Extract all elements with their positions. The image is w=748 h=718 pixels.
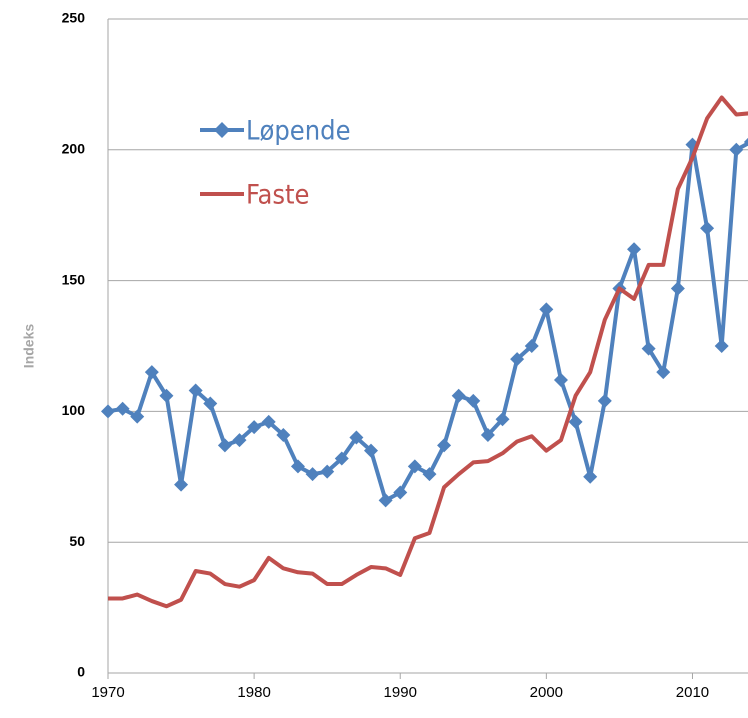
marker xyxy=(466,393,481,408)
marker xyxy=(700,221,715,236)
marker xyxy=(583,469,598,484)
x-tick-label: 1970 xyxy=(91,684,124,701)
axes: 0 50 100 150 200 250 1970 1980 1990 2000 2010 xyxy=(62,10,748,701)
legend-label: Faste xyxy=(246,180,310,211)
marker xyxy=(670,281,685,296)
marker xyxy=(524,339,539,353)
marker xyxy=(641,341,656,356)
y-tick-label: 200 xyxy=(62,141,86,157)
legend: Løpende Faste xyxy=(200,116,351,211)
y-axis-label: Indeks xyxy=(21,324,37,369)
legend-label: Løpende xyxy=(246,116,351,147)
x-tick-label: 1980 xyxy=(237,684,270,701)
marker xyxy=(378,493,393,508)
marker xyxy=(568,414,583,429)
marker xyxy=(407,459,422,474)
x-tick-label: 2010 xyxy=(676,684,709,701)
marker xyxy=(393,485,408,500)
marker xyxy=(743,137,748,147)
marker xyxy=(539,302,554,317)
marker xyxy=(290,459,305,474)
marker xyxy=(656,365,671,380)
marker xyxy=(247,420,262,435)
marker xyxy=(217,438,232,453)
marker xyxy=(320,464,335,479)
marker xyxy=(422,467,437,482)
legend-marker xyxy=(214,122,230,138)
marker xyxy=(510,352,525,367)
y-tick-label: 100 xyxy=(62,402,86,418)
marker xyxy=(480,427,495,442)
marker xyxy=(232,433,247,448)
marker xyxy=(130,409,145,424)
y-tick-label: 0 xyxy=(77,664,85,680)
series-line xyxy=(108,95,748,609)
y-tick-label: 50 xyxy=(69,533,85,549)
marker xyxy=(627,242,642,257)
marker xyxy=(597,393,612,408)
marker xyxy=(729,142,744,157)
marker xyxy=(159,388,174,403)
marker xyxy=(305,467,320,482)
marker xyxy=(174,477,189,492)
marker xyxy=(349,430,364,445)
marker xyxy=(334,451,349,466)
marker xyxy=(437,438,452,453)
y-tick-label: 150 xyxy=(62,271,86,287)
y-tick-label: 250 xyxy=(62,10,86,26)
marker xyxy=(364,443,379,458)
marker xyxy=(144,365,159,380)
marker xyxy=(276,427,291,442)
marker xyxy=(101,404,115,419)
marker xyxy=(495,412,510,427)
x-tick-label: 2000 xyxy=(530,684,563,701)
marker xyxy=(261,414,276,429)
marker xyxy=(553,373,568,388)
marker xyxy=(714,339,729,353)
marker xyxy=(203,396,218,411)
x-tick-label: 1990 xyxy=(384,684,417,701)
marker xyxy=(115,401,130,416)
marker xyxy=(451,388,466,403)
plot xyxy=(101,95,748,609)
marker xyxy=(188,383,203,398)
